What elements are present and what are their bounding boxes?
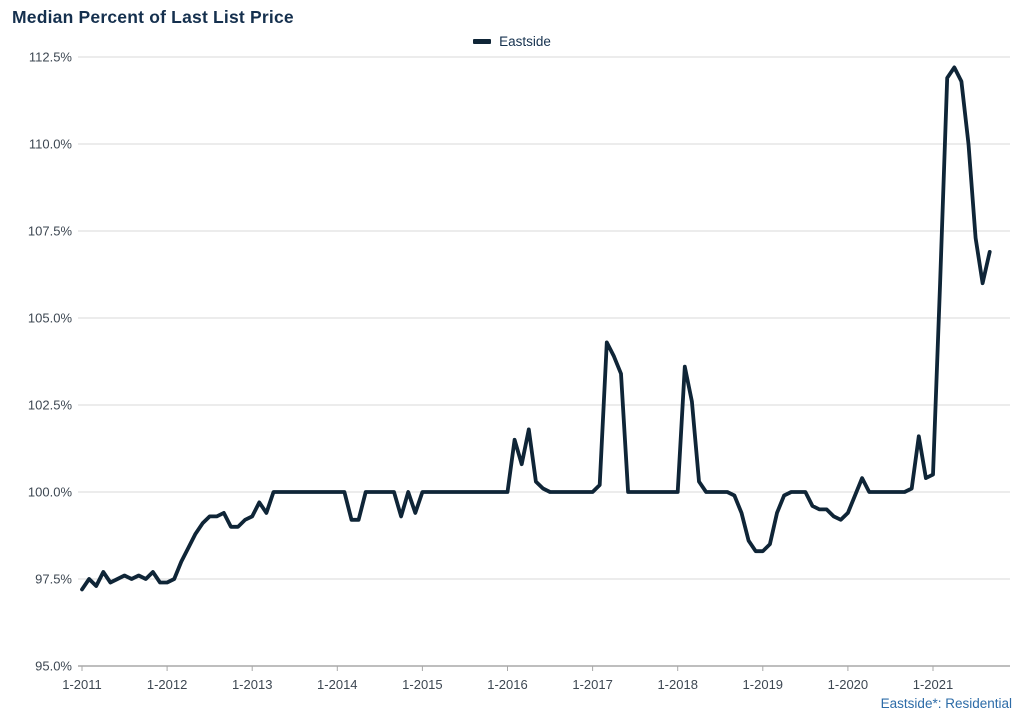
- x-axis-tick-label: 1-2012: [147, 677, 187, 692]
- y-axis-tick-label: 105.0%: [28, 311, 73, 326]
- x-axis-tick-label: 1-2017: [572, 677, 612, 692]
- x-axis-tick-label: 1-2016: [487, 677, 527, 692]
- x-axis-tick-label: 1-2021: [913, 677, 953, 692]
- x-axis-tick-label: 1-2011: [62, 677, 102, 692]
- y-axis-tick-label: 95.0%: [35, 659, 72, 674]
- y-axis-tick-label: 112.5%: [29, 50, 73, 65]
- series-line-eastside: [80, 65, 992, 592]
- x-axis-tick-label: 1-2018: [657, 677, 697, 692]
- y-axis-tick-label: 107.5%: [28, 224, 73, 239]
- x-axis-tick-label: 1-2013: [232, 677, 272, 692]
- x-axis-tick-label: 1-2019: [743, 677, 783, 692]
- y-axis-tick-label: 97.5%: [35, 572, 72, 587]
- y-axis-tick-label: 100.0%: [28, 485, 73, 500]
- y-axis-tick-label: 102.5%: [28, 398, 73, 413]
- x-axis-tick-label: 1-2014: [317, 677, 357, 692]
- y-axis-tick-label: 110.0%: [29, 137, 73, 152]
- x-axis-tick-label: 1-2015: [402, 677, 442, 692]
- chart-title: Median Percent of Last List Price: [12, 7, 294, 27]
- x-axis-tick-label: 1-2020: [828, 677, 868, 692]
- footnote: Eastside*: Residential: [880, 696, 1012, 711]
